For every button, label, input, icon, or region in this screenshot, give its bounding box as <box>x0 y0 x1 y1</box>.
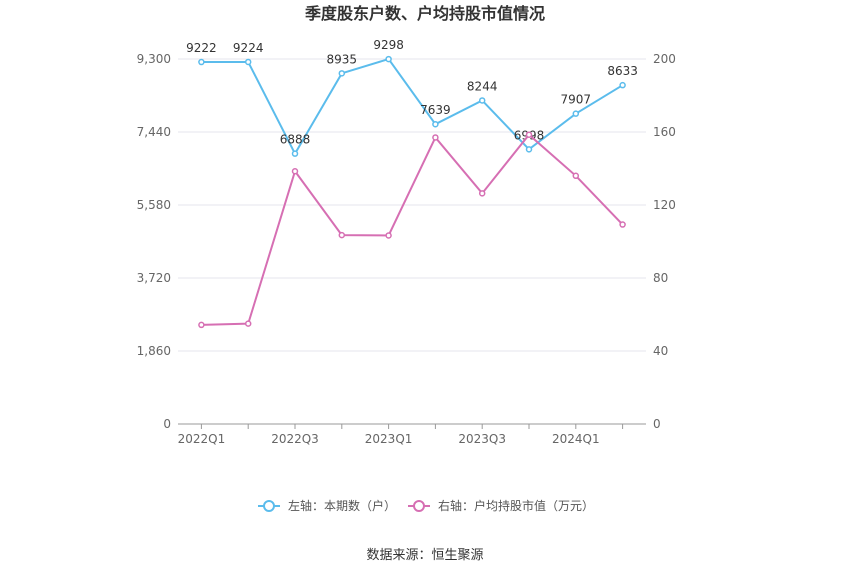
data-point[interactable] <box>572 110 580 117</box>
data-point[interactable] <box>291 167 299 175</box>
data-point[interactable] <box>244 58 252 66</box>
left-tick-label: 1,860 <box>137 344 171 358</box>
data-point[interactable] <box>432 134 439 141</box>
data-label: 8244 <box>467 79 498 93</box>
data-label: 7907 <box>561 93 592 107</box>
legend-item-2[interactable]: 右轴：户均持股市值（万元） <box>408 498 594 513</box>
data-point[interactable] <box>385 55 392 63</box>
right-tick-label: 120 <box>653 198 676 212</box>
data-point[interactable] <box>291 150 299 157</box>
data-label: 7639 <box>420 103 451 117</box>
right-tick-label: 0 <box>653 417 661 431</box>
left-tick-label: 3,720 <box>137 271 171 285</box>
data-point[interactable] <box>525 146 533 153</box>
x-tick-label: 2024Q1 <box>552 432 600 446</box>
x-tick-label: 2022Q1 <box>178 432 226 446</box>
legend-marker-icon <box>263 500 275 512</box>
grid-lines <box>178 58 646 352</box>
source-note: 数据来源：恒生聚源 <box>366 548 483 563</box>
chart-title: 季度股东户数、户均持股市值情况 <box>304 4 545 23</box>
data-label: 8633 <box>607 64 638 78</box>
left-tick-label: 9,300 <box>137 52 171 66</box>
series-1: 9222922468888935929876398244699879078633 <box>186 38 638 157</box>
data-label: 9298 <box>373 38 404 52</box>
right-tick-label: 200 <box>653 52 676 66</box>
data-point[interactable] <box>478 190 486 197</box>
data-point[interactable] <box>432 120 439 128</box>
x-tick-label: 2023Q3 <box>458 432 506 446</box>
series-layer: 9222922468888935929876398244699879078633 <box>186 38 638 329</box>
data-label: 6888 <box>280 133 311 147</box>
data-point[interactable] <box>338 231 346 239</box>
series-line <box>201 133 624 326</box>
data-point[interactable] <box>198 321 205 329</box>
data-label: 9222 <box>186 41 217 55</box>
left-tick-label: 0 <box>163 417 171 431</box>
right-tick-label: 160 <box>653 125 676 139</box>
data-point[interactable] <box>198 58 205 66</box>
left-tick-label: 7,440 <box>137 125 171 139</box>
right-tick-label: 40 <box>653 344 668 358</box>
legend-marker-icon <box>413 500 425 512</box>
data-point[interactable] <box>385 232 392 239</box>
data-point[interactable] <box>244 320 252 327</box>
data-point[interactable] <box>525 131 533 138</box>
x-axis: 2022Q1 2022Q3 2023Q1 2023Q3 2024Q1 <box>178 423 646 446</box>
data-label: 9224 <box>233 41 264 55</box>
legend-label: 右轴：户均持股市值（万元） <box>438 498 594 513</box>
data-point[interactable] <box>619 81 626 89</box>
legend-item-1[interactable]: 左轴：本期数（户） <box>258 498 396 513</box>
data-point[interactable] <box>338 70 346 77</box>
right-tick-label: 80 <box>653 271 668 285</box>
legend-label: 左轴：本期数（户） <box>288 498 396 513</box>
x-tick-label: 2023Q1 <box>365 432 413 446</box>
data-point[interactable] <box>619 221 626 228</box>
series-2 <box>198 131 626 329</box>
series-line <box>201 57 624 156</box>
data-point[interactable] <box>478 97 486 104</box>
right-axis-ticks: 0 40 80 120 160 200 <box>653 52 676 431</box>
data-point[interactable] <box>572 172 580 180</box>
left-tick-label: 5,580 <box>137 198 171 212</box>
x-tick-label: 2022Q3 <box>271 432 319 446</box>
left-axis-ticks: 0 1,860 3,720 5,580 7,440 9,300 <box>137 52 171 431</box>
legend[interactable]: 左轴：本期数（户） 右轴：户均持股市值（万元） <box>258 498 594 513</box>
data-label: 8935 <box>327 52 358 66</box>
